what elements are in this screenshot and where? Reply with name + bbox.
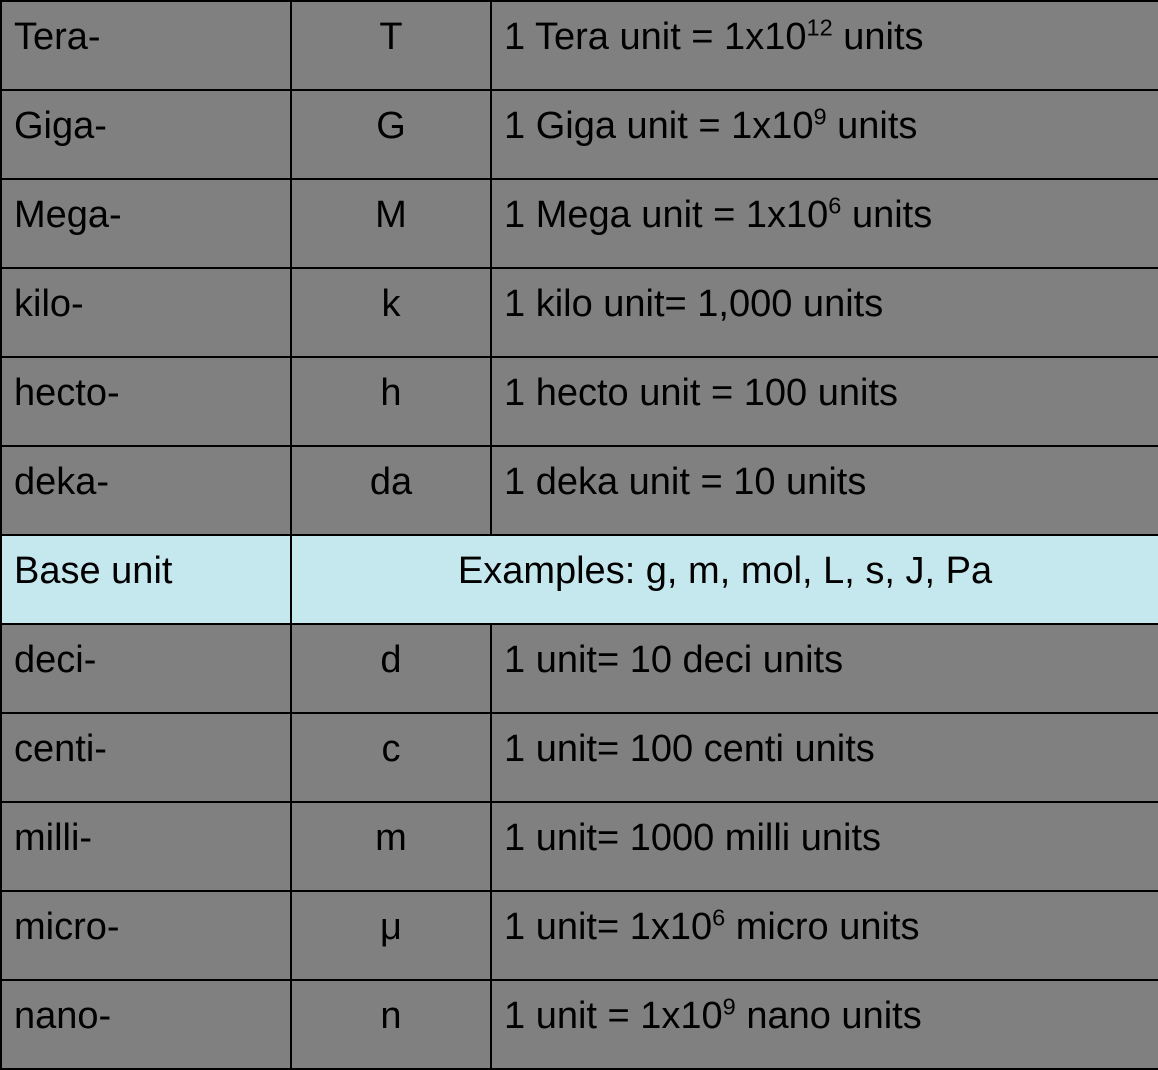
table-row: Base unitExamples: g, m, mol, L, s, J, P… <box>1 535 1158 624</box>
symbol-cell: h <box>291 357 491 446</box>
table-row: micro-μ1 unit= 1x106 micro units <box>1 891 1158 980</box>
symbol-cell: T <box>291 1 491 90</box>
table-row: Mega-M1 Mega unit = 1x106 units <box>1 179 1158 268</box>
meaning-cell: 1 Tera unit = 1x1012 units <box>491 1 1158 90</box>
prefix-cell: centi- <box>1 713 291 802</box>
meaning-cell: 1 unit= 1000 milli units <box>491 802 1158 891</box>
symbol-cell: m <box>291 802 491 891</box>
table-row: kilo-k1 kilo unit= 1,000 units <box>1 268 1158 357</box>
meaning-cell: 1 Mega unit = 1x106 units <box>491 179 1158 268</box>
si-prefix-table-body: Tera-T1 Tera unit = 1x1012 unitsGiga-G1 … <box>1 1 1158 1069</box>
prefix-cell: milli- <box>1 802 291 891</box>
si-prefix-table-container: Tera-T1 Tera unit = 1x1012 unitsGiga-G1 … <box>0 0 1158 1070</box>
symbol-cell: M <box>291 179 491 268</box>
meaning-cell: 1 deka unit = 10 units <box>491 446 1158 535</box>
meaning-cell: 1 Giga unit = 1x109 units <box>491 90 1158 179</box>
symbol-cell: G <box>291 90 491 179</box>
prefix-cell: Tera- <box>1 1 291 90</box>
prefix-cell: micro- <box>1 891 291 980</box>
table-row: deci-d1 unit= 10 deci units <box>1 624 1158 713</box>
prefix-cell: nano- <box>1 980 291 1069</box>
symbol-cell: da <box>291 446 491 535</box>
prefix-cell: Mega- <box>1 179 291 268</box>
meaning-cell: 1 unit= 100 centi units <box>491 713 1158 802</box>
meaning-cell: 1 unit= 1x106 micro units <box>491 891 1158 980</box>
table-row: nano-n1 unit = 1x109 nano units <box>1 980 1158 1069</box>
symbol-cell: μ <box>291 891 491 980</box>
table-row: Tera-T1 Tera unit = 1x1012 units <box>1 1 1158 90</box>
table-row: deka-da1 deka unit = 10 units <box>1 446 1158 535</box>
meaning-cell: 1 hecto unit = 100 units <box>491 357 1158 446</box>
meaning-cell: 1 kilo unit= 1,000 units <box>491 268 1158 357</box>
table-row: centi-c1 unit= 100 centi units <box>1 713 1158 802</box>
table-row: milli-m1 unit= 1000 milli units <box>1 802 1158 891</box>
prefix-cell: kilo- <box>1 268 291 357</box>
meaning-cell: 1 unit = 1x109 nano units <box>491 980 1158 1069</box>
base-unit-examples-cell: Examples: g, m, mol, L, s, J, Pa <box>291 535 1158 624</box>
prefix-cell: hecto- <box>1 357 291 446</box>
table-row: hecto-h1 hecto unit = 100 units <box>1 357 1158 446</box>
symbol-cell: c <box>291 713 491 802</box>
prefix-cell: Base unit <box>1 535 291 624</box>
si-prefix-table: Tera-T1 Tera unit = 1x1012 unitsGiga-G1 … <box>0 0 1158 1070</box>
symbol-cell: d <box>291 624 491 713</box>
symbol-cell: k <box>291 268 491 357</box>
table-row: Giga-G1 Giga unit = 1x109 units <box>1 90 1158 179</box>
meaning-cell: 1 unit= 10 deci units <box>491 624 1158 713</box>
prefix-cell: deka- <box>1 446 291 535</box>
symbol-cell: n <box>291 980 491 1069</box>
prefix-cell: deci- <box>1 624 291 713</box>
prefix-cell: Giga- <box>1 90 291 179</box>
